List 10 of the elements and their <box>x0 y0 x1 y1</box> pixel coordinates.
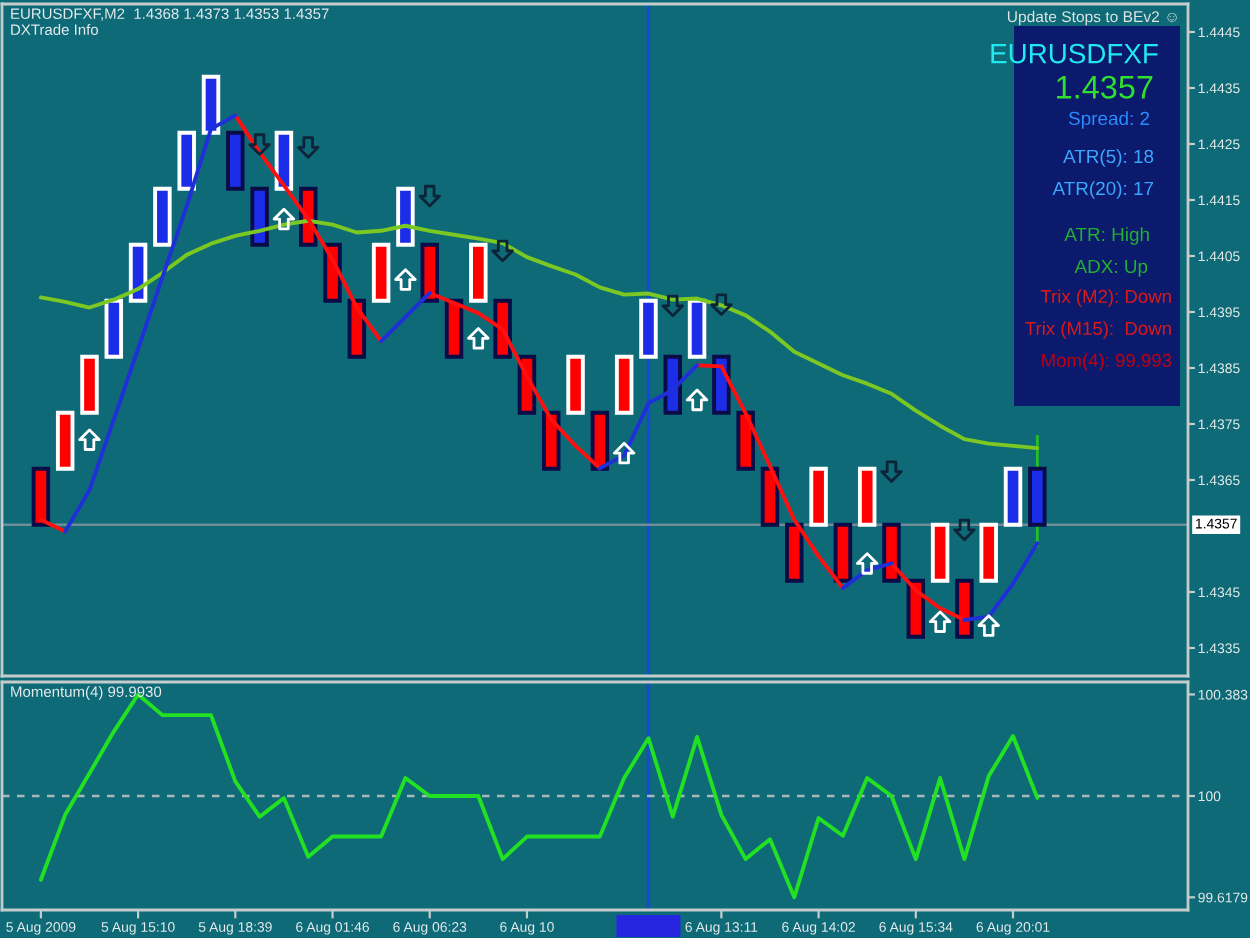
text: ATR(20): 17 <box>1052 181 1154 199</box>
annotation: EURUSDFXF <box>991 43 1158 64</box>
annotation: Mom(4): 99.993 <box>1042 353 1172 371</box>
text: ADX: Up <box>1074 259 1148 277</box>
annotation: Trix (M15): Down <box>1025 321 1171 339</box>
annotation: Trix (M2): Down <box>1040 289 1171 307</box>
text: 1.4357 <box>1057 75 1153 99</box>
text: ATR: High <box>1064 227 1149 245</box>
text: Spread: 2 <box>1068 111 1150 129</box>
text: ATR(5): 18 <box>1063 149 1154 167</box>
